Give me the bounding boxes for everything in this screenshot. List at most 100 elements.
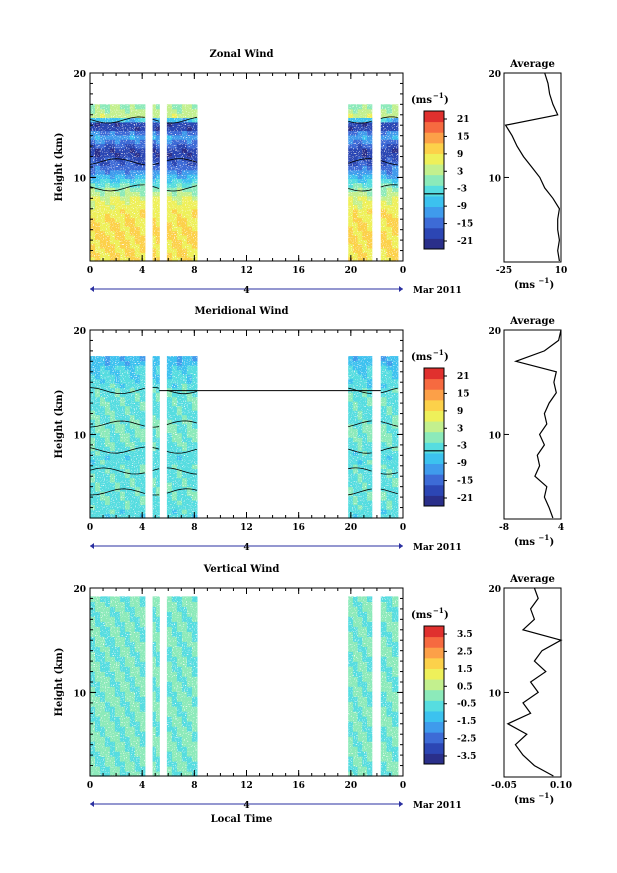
heatmap-cell xyxy=(353,500,358,505)
heatmap-cell xyxy=(392,209,398,214)
heatmap-cell xyxy=(110,374,116,379)
heatmap-cell xyxy=(187,361,193,366)
heatmap-cell xyxy=(167,144,173,149)
heatmap-cell xyxy=(115,711,121,717)
heatmap-cell xyxy=(105,148,111,153)
heatmap-cell xyxy=(90,641,96,647)
heatmap-cell xyxy=(135,442,141,447)
heatmap-cell xyxy=(353,473,358,478)
heatmap-cell xyxy=(367,365,372,370)
heatmap-cell xyxy=(353,509,358,514)
heatmap-cell xyxy=(100,356,106,361)
heatmap-cell xyxy=(362,356,367,361)
heatmap-cell xyxy=(125,746,131,752)
heatmap-cell xyxy=(100,213,106,218)
heatmap-cell xyxy=(192,437,198,442)
heatmap-cell xyxy=(387,191,393,196)
heatmap-cell xyxy=(125,196,131,201)
heatmap-cell xyxy=(182,455,188,460)
heatmap-cell xyxy=(353,676,358,682)
heatmap-cell xyxy=(135,144,141,149)
heatmap-cell xyxy=(387,244,393,249)
heatmap-cell xyxy=(353,397,358,402)
heatmap-cell xyxy=(367,696,372,702)
heatmap-cell xyxy=(120,741,126,747)
heatmap-cell xyxy=(177,711,183,717)
heatmap-cell xyxy=(172,711,178,717)
heatmap-cell xyxy=(100,496,106,501)
heatmap-cell xyxy=(100,676,106,682)
heatmap-cell xyxy=(182,756,188,762)
heatmap-cell xyxy=(381,621,387,627)
heatmap-cell xyxy=(387,239,393,244)
heatmap-cell xyxy=(367,661,372,667)
colorbar-segment xyxy=(424,679,444,690)
heatmap-cell xyxy=(367,248,372,253)
heatmap-cell xyxy=(387,428,393,433)
heatmap-cell xyxy=(135,174,141,179)
average-profile-line xyxy=(516,330,561,518)
average-unit-sup: −1 xyxy=(539,533,550,542)
heatmap-cell xyxy=(387,209,393,214)
heatmap-cell xyxy=(392,144,398,149)
heatmap-cell xyxy=(177,213,183,218)
heatmap-cell xyxy=(358,505,363,510)
x-tick-label: 0 xyxy=(87,266,93,276)
heatmap-cell xyxy=(367,711,372,717)
heatmap-cell xyxy=(115,170,121,175)
heatmap-cell xyxy=(95,651,101,657)
heatmap-cell xyxy=(182,218,188,223)
heatmap-cell xyxy=(167,706,173,712)
heatmap-cell xyxy=(187,711,193,717)
heatmap-cell xyxy=(110,676,116,682)
heatmap-cell xyxy=(100,209,106,214)
heatmap-cell xyxy=(110,135,116,140)
heatmap-cell xyxy=(105,370,111,375)
heatmap-cell xyxy=(358,606,363,612)
heatmap-cell xyxy=(177,505,183,510)
colorbar-label: 3 xyxy=(457,167,463,177)
heatmap-cell xyxy=(358,406,363,411)
heatmap-cell xyxy=(90,406,96,411)
heatmap-cell xyxy=(135,231,141,236)
heatmap-cell xyxy=(353,726,358,732)
heatmap-cell xyxy=(110,139,116,144)
heatmap-cell xyxy=(125,631,131,637)
heatmap-cell xyxy=(381,469,387,474)
heatmap-cell xyxy=(192,721,198,727)
heatmap-cell xyxy=(140,135,146,140)
heatmap-cell xyxy=(167,601,173,607)
heatmap-cell xyxy=(192,696,198,702)
heatmap-cell xyxy=(172,130,178,135)
heatmap-cell xyxy=(353,741,358,747)
heatmap-cell xyxy=(125,370,131,375)
heatmap-cell xyxy=(120,374,126,379)
colorbar-label: 0.5 xyxy=(457,682,473,692)
heatmap-cell xyxy=(358,356,363,361)
heatmap-cell xyxy=(156,433,160,438)
heatmap-cell xyxy=(353,469,358,474)
heatmap-cell xyxy=(120,651,126,657)
heatmap-cell xyxy=(192,126,198,131)
heatmap-cell xyxy=(182,239,188,244)
heatmap-cell xyxy=(95,601,101,607)
heatmap-cell xyxy=(100,711,106,717)
x-tick-label: 8 xyxy=(191,523,197,533)
y-tick-label: 20 xyxy=(73,327,86,337)
heatmap-cell xyxy=(110,383,116,388)
heatmap-cell xyxy=(187,200,193,205)
heatmap-cell xyxy=(135,244,141,249)
heatmap-cell xyxy=(167,218,173,223)
heatmap-cell xyxy=(367,222,372,227)
heatmap-cell xyxy=(125,686,131,692)
heatmap-cell xyxy=(95,139,101,144)
heatmap-cell xyxy=(172,401,178,406)
heatmap-cell xyxy=(177,374,183,379)
heatmap-cell xyxy=(100,117,106,122)
heatmap-cell xyxy=(187,601,193,607)
heatmap-cell xyxy=(367,505,372,510)
heatmap-cell xyxy=(348,691,353,697)
x-tick-label: 0 xyxy=(87,523,93,533)
heatmap-cell xyxy=(100,415,106,420)
heatmap-cell xyxy=(120,451,126,456)
